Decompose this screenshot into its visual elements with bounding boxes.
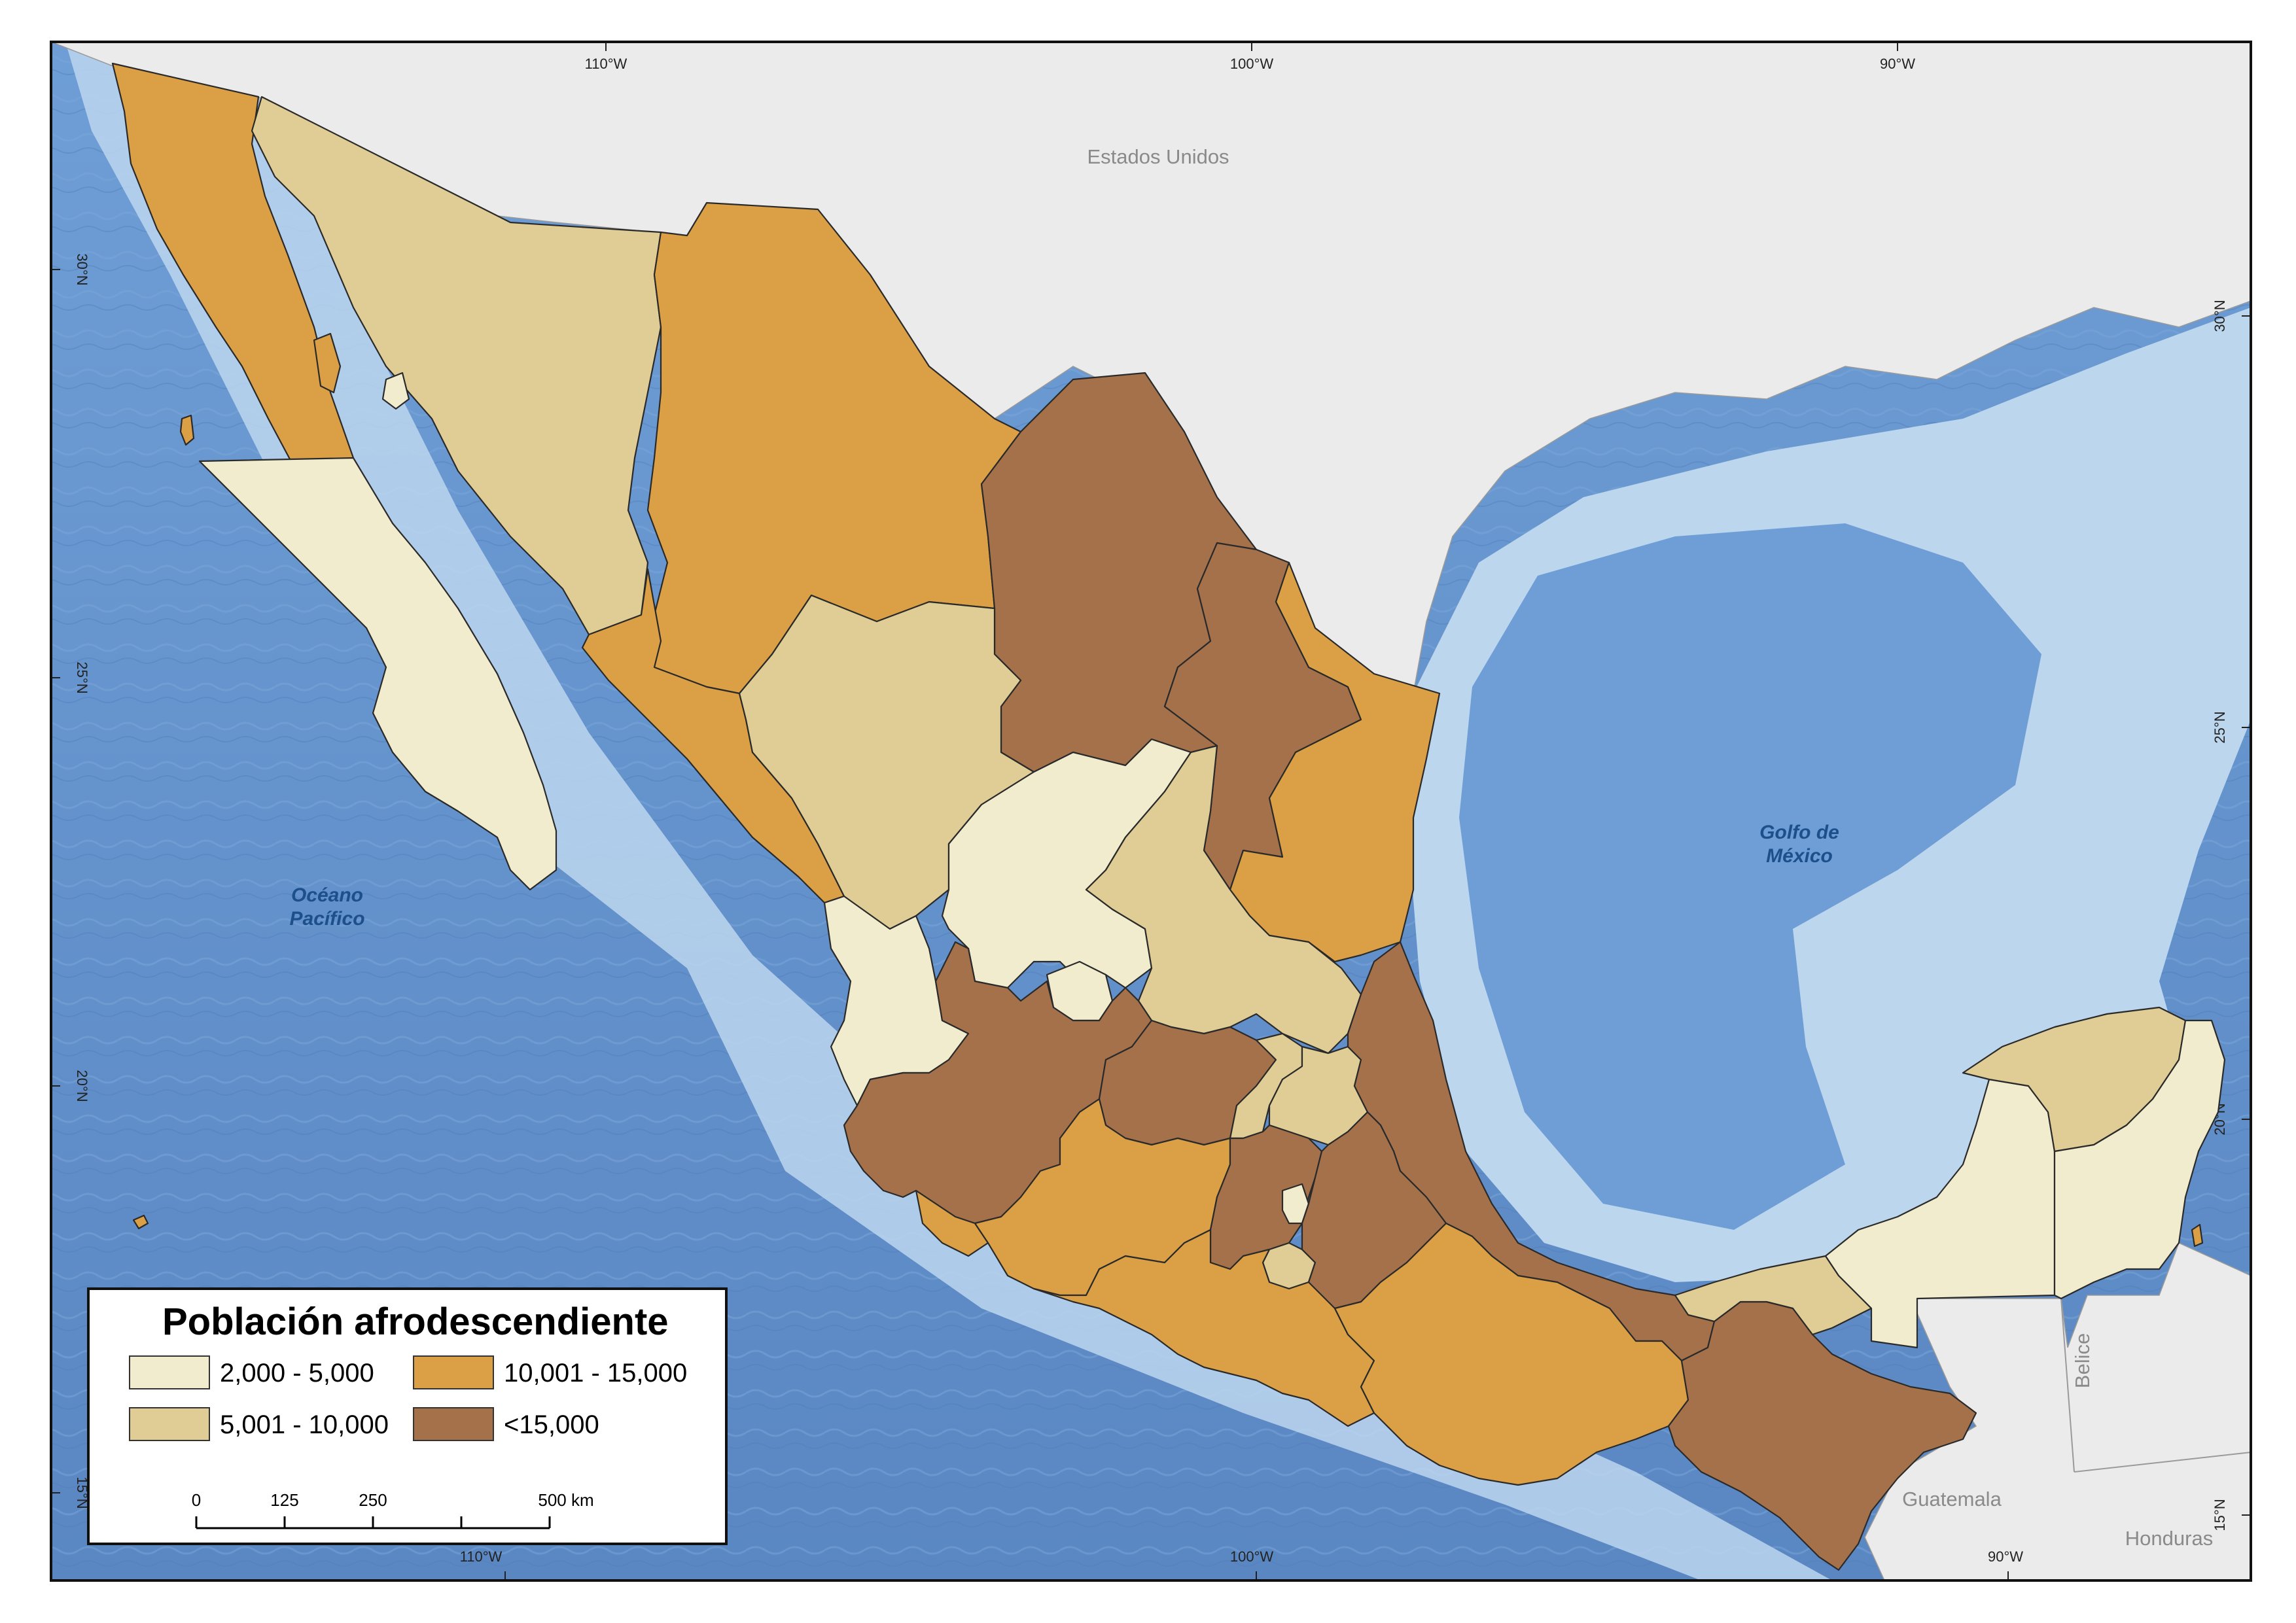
state-san-luis-potosi[interactable] xyxy=(1085,744,1362,1055)
scale-bar xyxy=(195,1516,551,1529)
tick-top-100w: 100°W xyxy=(1230,56,1274,72)
label-pacific-line1: Océano xyxy=(291,884,363,906)
honduras-border xyxy=(2074,1452,2252,1473)
graticule xyxy=(51,42,2251,1580)
legend-swatch-class-3 xyxy=(413,1355,494,1389)
label-guatemala: Guatemala xyxy=(1902,1488,2002,1510)
label-honduras: Honduras xyxy=(2125,1527,2213,1550)
legend-swatch-class-2 xyxy=(129,1407,210,1441)
label-pacific-line2: Pacífico xyxy=(289,908,364,930)
legend-label-class-4: <15,000 xyxy=(504,1410,599,1439)
legend-label-class-1: 2,000 - 5,000 xyxy=(220,1359,374,1387)
legend-swatch-class-4 xyxy=(413,1407,494,1441)
legend-title: Población afrodescendiente xyxy=(162,1300,669,1343)
tick-right-15n: 15°N xyxy=(2212,1499,2228,1531)
tick-bottom-90w: 90°W xyxy=(1988,1548,2023,1565)
tick-top-110w: 110°W xyxy=(585,56,627,72)
label-gulf-line2: México xyxy=(1766,845,1833,867)
legend-swatch-class-1 xyxy=(129,1355,210,1389)
state-tabasco[interactable] xyxy=(1674,1255,1873,1336)
gulf-deep xyxy=(1459,523,2041,1230)
island-tiburon xyxy=(381,372,410,410)
tick-right-25n: 25°N xyxy=(2212,711,2228,743)
belize-border xyxy=(2060,1298,2075,1473)
scale-label-125: 125 xyxy=(270,1490,298,1510)
island-cozumel xyxy=(2191,1223,2204,1248)
tick-bottom-110w: 110°W xyxy=(460,1548,503,1565)
scale-label-0: 0 xyxy=(192,1490,201,1510)
tick-left-20n: 20°N xyxy=(74,1070,90,1102)
map-neatline xyxy=(50,41,2252,1582)
island-cedros xyxy=(179,414,195,446)
tick-left-30n: 30°N xyxy=(74,253,90,285)
states-layer xyxy=(111,62,2226,1571)
state-baja-california-sur[interactable] xyxy=(198,457,557,891)
legend-label-class-2: 5,001 - 10,000 xyxy=(220,1410,389,1439)
state-quintana-roo[interactable] xyxy=(2053,1019,2226,1300)
scale-label-500km: 500 km xyxy=(538,1490,593,1510)
tick-top-90w: 90°W xyxy=(1880,56,1915,72)
tick-bottom-100w: 100°W xyxy=(1230,1548,1274,1565)
legend: Población afrodescendiente 2,000 - 5,000… xyxy=(87,1287,728,1545)
tick-right-30n: 30°N xyxy=(2212,300,2228,332)
label-gulf-line1: Golfo de xyxy=(1759,822,1839,843)
label-usa: Estados Unidos xyxy=(1087,145,1229,168)
label-belize: Belice xyxy=(2071,1333,2094,1388)
island-guadalupe xyxy=(132,1214,149,1230)
legend-label-class-3: 10,001 - 15,000 xyxy=(504,1359,687,1387)
scale-label-250: 250 xyxy=(359,1490,387,1510)
tick-left-25n: 25°N xyxy=(74,661,90,693)
island-angel-de-la-guarda xyxy=(313,332,342,394)
